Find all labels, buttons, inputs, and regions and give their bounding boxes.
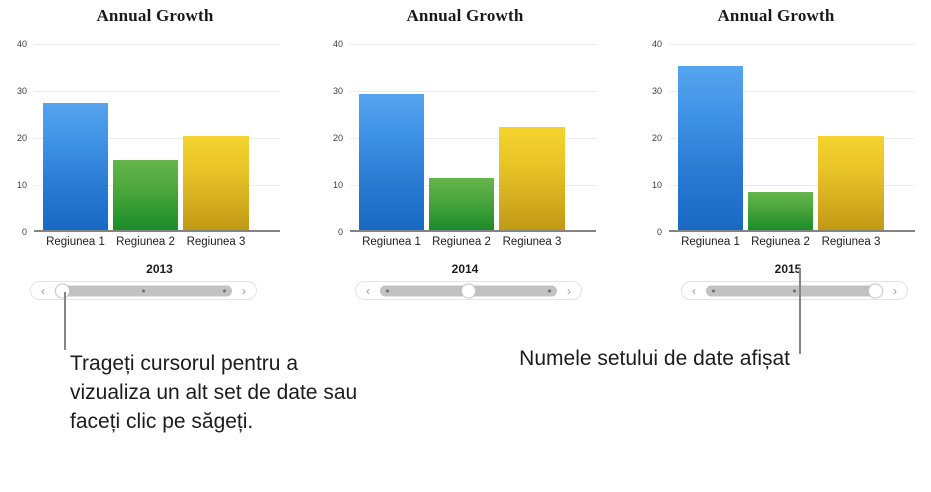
y-axis-tick-label: 40: [16, 39, 27, 49]
chevron-left-icon[interactable]: ‹: [692, 283, 696, 298]
slider-stop-marker[interactable]: [223, 289, 226, 292]
y-axis-tick-label: 30: [651, 86, 662, 96]
y-axis-tick-label: 10: [332, 180, 343, 190]
bar-3[interactable]: [499, 126, 565, 230]
y-axis-tick-label: 30: [16, 86, 27, 96]
x-axis-line: [34, 230, 280, 232]
plot-area: 0 10 20 30 40: [652, 39, 915, 237]
chart-title: Annual Growth: [96, 6, 214, 25]
slider-track[interactable]: [380, 283, 557, 298]
bar-2[interactable]: [429, 178, 494, 230]
slider-thumb[interactable]: [868, 283, 883, 298]
bar-1[interactable]: [43, 103, 108, 230]
x-axis-category-label: Regiunea 3: [186, 236, 246, 248]
chart-title: Annual Growth: [717, 6, 835, 25]
chevron-left-icon[interactable]: ‹: [41, 283, 45, 298]
callout-text-drag-slider: Trageți cursorul pentru a vizualiza un a…: [70, 352, 358, 433]
y-axis-tick-label: 40: [332, 39, 343, 49]
chart-panel-2015: Annual Growth 0 10 20 30 40 Regiunea 1 Regiunea…: [621, 0, 931, 310]
chevron-right-icon[interactable]: ›: [242, 283, 246, 298]
gridline: [34, 138, 280, 139]
gridline: [350, 44, 596, 45]
chart-panel-2013: Annual Growth 0 10 20 30 40 Regiunea 1 Regiunea…: [0, 0, 310, 310]
gridline: [350, 138, 596, 139]
gridline: [669, 44, 915, 45]
plot-area: 0 10 20 30 40: [17, 39, 280, 237]
gridline: [669, 138, 915, 139]
y-axis-tick-label: 30: [332, 86, 343, 96]
slider-track[interactable]: [706, 283, 883, 298]
callout-text-series-name: Numele setului de date afișat: [519, 347, 790, 370]
y-axis-tick-label: 20: [651, 133, 662, 143]
y-axis-tick-label: 10: [16, 180, 27, 190]
slider-thumb[interactable]: [55, 283, 70, 298]
x-axis-category-label: Regiunea 1: [362, 236, 421, 248]
bar-1[interactable]: [359, 93, 424, 230]
x-axis-category-label: Regiunea 1: [681, 236, 740, 248]
slider-stop-marker[interactable]: [142, 289, 145, 292]
x-axis-line: [669, 230, 915, 232]
slider-thumb[interactable]: [461, 283, 476, 298]
x-axis-category-label: Regiunea 3: [502, 236, 562, 248]
x-axis-category-label: Regiunea 2: [432, 236, 491, 248]
callout-leader-line-left: [64, 292, 66, 350]
bar-group: [669, 44, 915, 230]
displayed-data-set-name: 2013: [146, 262, 173, 276]
x-axis-line: [350, 230, 596, 232]
slider-stop-marker[interactable]: [548, 289, 551, 292]
displayed-data-set-name: 2015: [774, 262, 802, 276]
chevron-right-icon[interactable]: ›: [893, 283, 897, 298]
y-axis-tick-label: 20: [332, 133, 343, 143]
gridline: [34, 91, 280, 92]
x-axis-category-label: Regiunea 2: [116, 236, 175, 248]
x-axis-category-label: Regiunea 2: [751, 236, 810, 248]
displayed-data-set-name: 2014: [451, 262, 479, 276]
slider-stop-marker[interactable]: [386, 289, 389, 292]
chart-panel-2014: Annual Growth 0 10 20 30 40 Regiunea 1 Regiunea…: [310, 0, 620, 310]
gridline: [669, 91, 915, 92]
y-axis-tick-label: 0: [656, 227, 662, 237]
bar-2[interactable]: [113, 159, 178, 230]
bar-group: [350, 44, 596, 230]
chart-title: Annual Growth: [406, 6, 524, 25]
y-axis-tick-label: 20: [16, 133, 27, 143]
bar-2[interactable]: [748, 192, 813, 230]
data-set-slider[interactable]: ‹ ›: [681, 281, 908, 300]
bar-3[interactable]: [818, 136, 884, 230]
plot-area: 0 10 20 30 40: [333, 39, 596, 237]
slider-stop-marker[interactable]: [793, 289, 796, 292]
bar-1[interactable]: [678, 65, 743, 230]
bar-group: [34, 44, 280, 230]
gridline: [350, 91, 596, 92]
gridline: [669, 185, 915, 186]
data-set-slider[interactable]: ‹ ›: [355, 281, 582, 300]
y-axis-tick-label: 0: [337, 227, 343, 237]
x-axis-category-label: Regiunea 1: [46, 236, 105, 248]
y-axis-tick-label: 0: [21, 227, 27, 237]
gridline: [34, 44, 280, 45]
slider-track[interactable]: [55, 283, 232, 298]
chevron-left-icon[interactable]: ‹: [366, 283, 370, 298]
y-axis-tick-label: 40: [651, 39, 662, 49]
chevron-right-icon[interactable]: ›: [567, 283, 571, 298]
x-axis-category-label: Regiunea 3: [821, 236, 881, 248]
bar-3[interactable]: [183, 136, 249, 230]
y-axis-tick-label: 10: [651, 180, 662, 190]
callout-leader-line-right: [799, 268, 801, 354]
slider-stop-marker[interactable]: [712, 289, 715, 292]
data-set-slider[interactable]: ‹ ›: [30, 281, 257, 300]
